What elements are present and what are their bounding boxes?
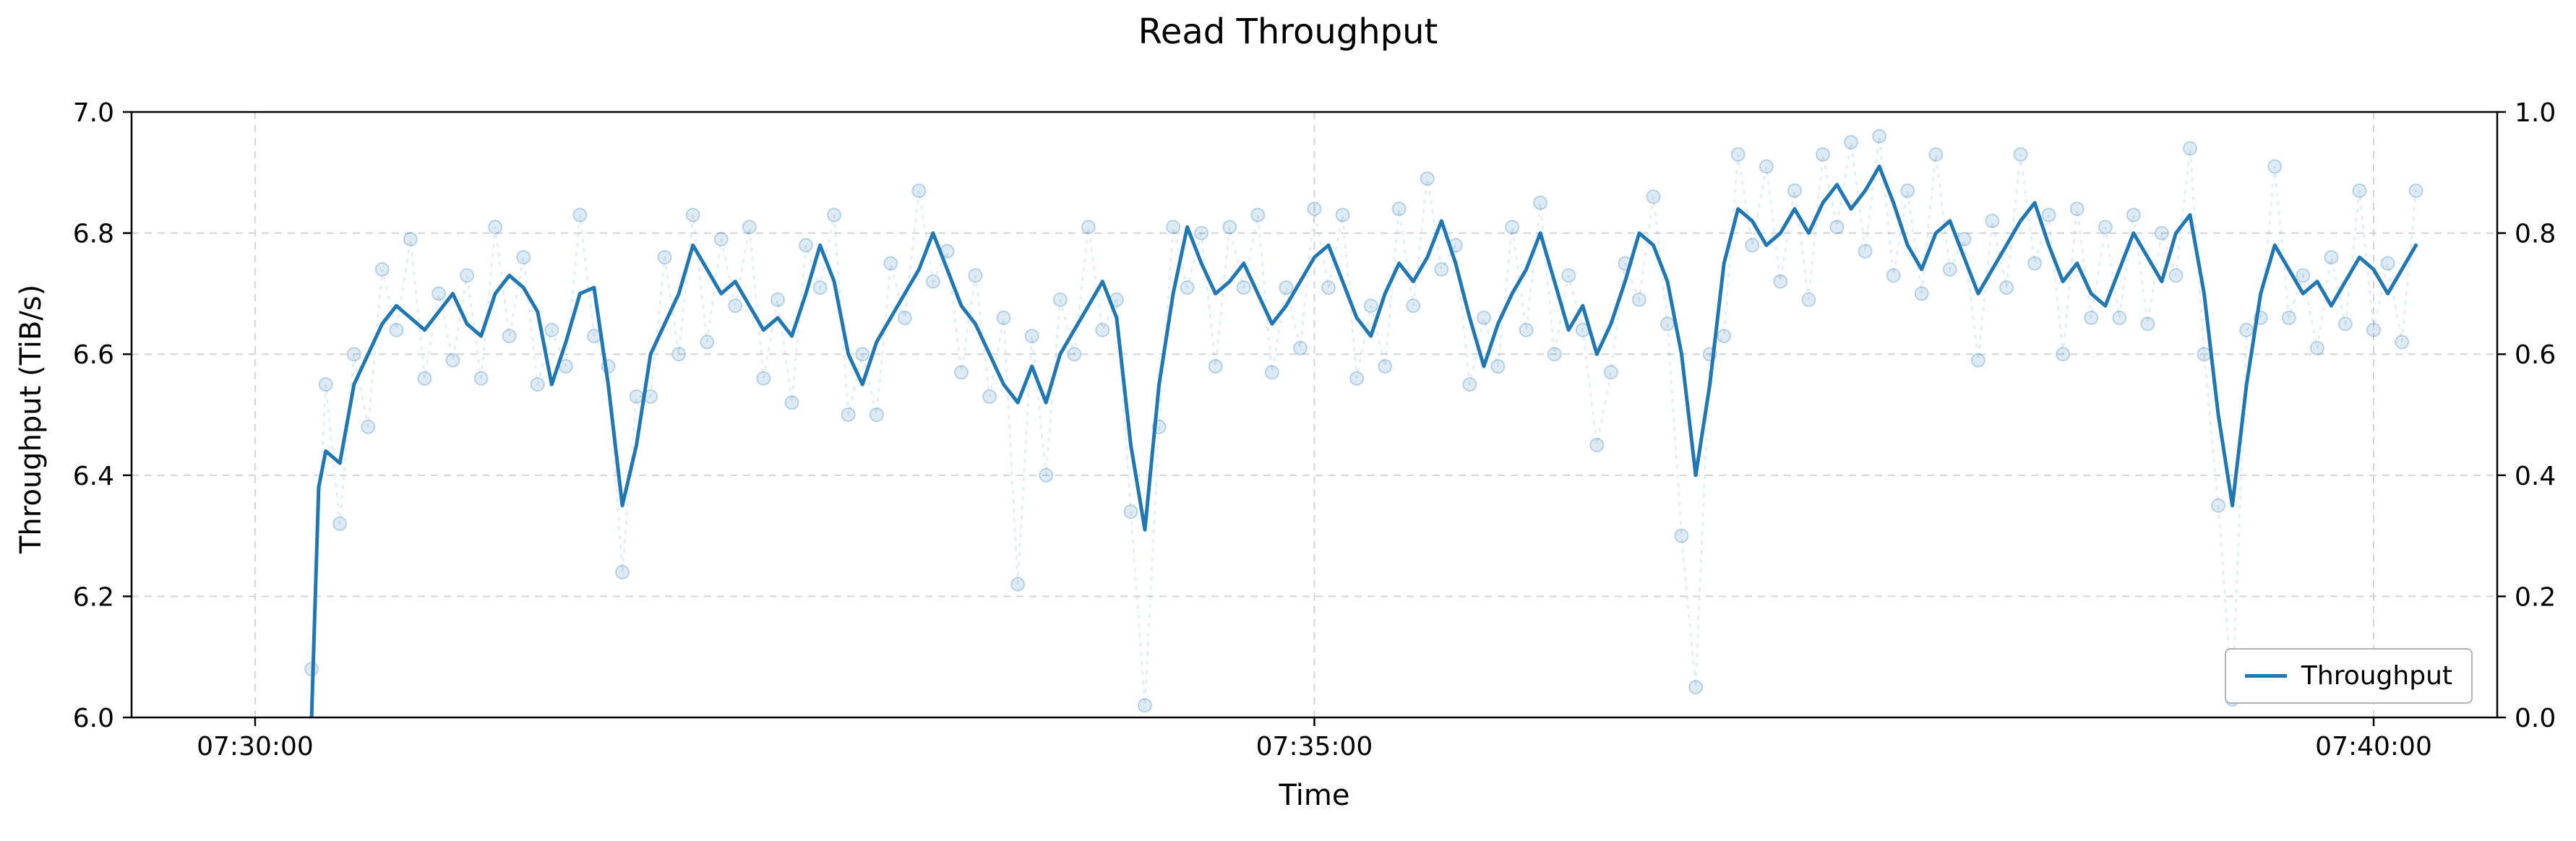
y-right-tick-label: 0.0 [2515,704,2556,733]
legend: Throughput [2224,648,2473,704]
y-left-tick-label: 6.8 [73,220,114,249]
y-right-tick-label: 0.8 [2515,220,2556,249]
y-left-tick-label: 6.6 [73,340,114,370]
y-right-tick-label: 0.4 [2515,462,2556,491]
y-left-tick-label: 6.2 [73,582,114,612]
y-left-tick-label: 7.0 [73,98,114,128]
x-axis-label: Time [1279,779,1350,812]
legend-line-swatch [2244,674,2287,678]
x-tick-label: 07:30:00 [197,732,314,762]
legend-label: Throughput [2301,661,2452,691]
raw-samples-series [304,129,2423,713]
y-left-tick-label: 6.4 [73,462,114,491]
axis-ticks: 07:30:00 07:35:00 07:40:00 6.0 6.2 6.4 6.6 6.8 7… [73,98,2556,762]
y-right-tick-label: 0.2 [2515,582,2556,612]
y-right-tick-label: 0.6 [2515,340,2556,370]
throughput-line-series [309,164,2418,717]
y-left-tick-label: 6.0 [73,704,114,733]
y-right-tick-label: 1.0 [2515,98,2556,128]
chart-title: Read Throughput [1138,12,1438,52]
x-tick-label: 07:35:00 [1256,732,1373,762]
x-tick-label: 07:40:00 [2315,732,2432,762]
